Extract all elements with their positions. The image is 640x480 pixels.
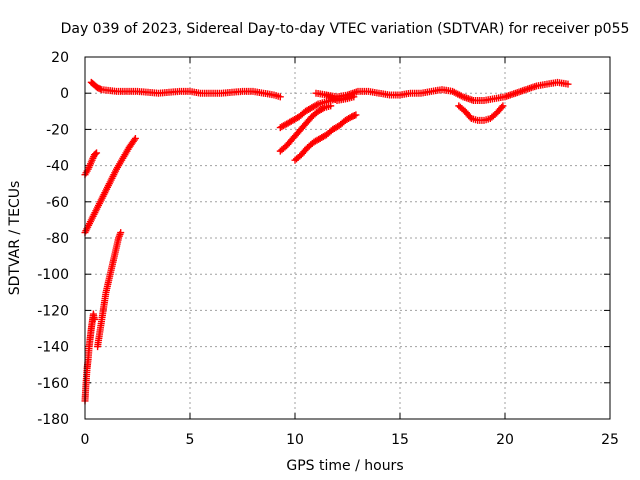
y-axis-label: SDTVAR / TECUs <box>7 181 23 296</box>
x-tick-label: 10 <box>286 432 304 448</box>
gridlines <box>85 57 610 419</box>
y-tick-label: -80 <box>46 231 69 247</box>
series-arc-h <box>291 111 360 164</box>
series-arc-c <box>81 310 98 405</box>
data-point <box>130 136 138 144</box>
series-arc-b <box>81 134 139 237</box>
y-axis-tick-labels: 20 0 -20 -40 -60 -80 -100 -120 -140 -160 -180 <box>37 50 69 428</box>
y-tick-label: -140 <box>37 340 69 356</box>
data-point <box>93 149 101 157</box>
data-point <box>350 93 358 101</box>
series-arc-d <box>94 229 125 351</box>
data-point <box>352 111 360 119</box>
y-tick-label: -160 <box>37 376 69 392</box>
series-arc-i <box>312 78 572 104</box>
y-tick-label: 0 <box>60 86 69 102</box>
series-arc-k <box>323 91 358 104</box>
x-tick-label: 15 <box>391 432 409 448</box>
chart-title: Day 039 of 2023, Sidereal Day-to-day VTE… <box>61 21 630 37</box>
x-axis-tick-labels: 0 5 10 15 20 25 <box>81 432 619 448</box>
x-axis-label: GPS time / hours <box>286 458 403 474</box>
data-point <box>564 80 572 88</box>
data-point <box>131 134 139 142</box>
y-tick-label: -20 <box>46 122 69 138</box>
data-point <box>117 229 125 237</box>
series-arc-a <box>81 149 101 179</box>
data-point <box>276 93 284 101</box>
y-tick-label: -180 <box>37 412 69 428</box>
data-points <box>81 78 572 405</box>
plot-frame <box>84 56 611 420</box>
y-tick-label: 20 <box>51 50 69 66</box>
x-tick-label: 5 <box>186 432 195 448</box>
data-point <box>313 101 321 109</box>
y-tick-label: -120 <box>37 303 69 319</box>
series-arc-e <box>87 78 284 101</box>
data-point <box>499 102 507 110</box>
data-point <box>90 315 98 323</box>
data-point <box>92 150 99 158</box>
x-tick-label: 20 <box>496 432 514 448</box>
series-arc-g <box>276 102 335 155</box>
x-tick-label: 0 <box>81 432 90 448</box>
y-tick-label: -100 <box>37 267 69 283</box>
data-point <box>319 105 327 113</box>
y-tick-label: -60 <box>46 195 69 211</box>
data-point <box>327 102 335 110</box>
y-tick-label: -40 <box>46 159 69 175</box>
x-tick-label: 25 <box>601 432 619 448</box>
data-point <box>498 103 506 111</box>
series-arc-j <box>455 102 507 124</box>
